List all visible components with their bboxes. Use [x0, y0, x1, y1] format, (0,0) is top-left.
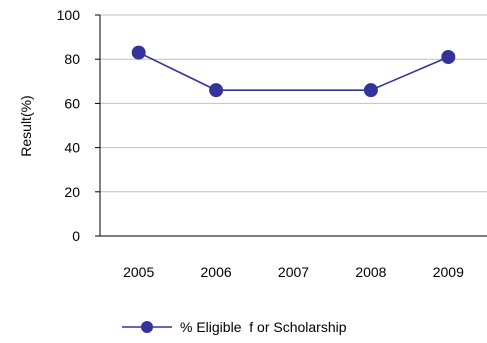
data-point-2006: [209, 83, 224, 98]
y-tick-label: 0: [72, 228, 80, 244]
data-point-2008: [363, 83, 378, 98]
x-tick-labels: 2005 2006 2007 2008 2009: [123, 264, 464, 280]
data-point-2009: [441, 49, 456, 64]
y-tick-label: 40: [64, 140, 80, 156]
y-tick-label: 80: [64, 51, 80, 67]
x-tick-label: 2008: [355, 264, 386, 280]
x-tick-label: 2005: [123, 264, 154, 280]
legend-label: % Eligible f or Scholarship: [180, 319, 347, 335]
data-point-2005: [131, 45, 146, 60]
y-axis-label: Result(%): [18, 95, 34, 156]
legend-marker-swatch: [141, 321, 153, 333]
x-tick-label: 2009: [433, 264, 464, 280]
series-layer: [131, 45, 456, 98]
y-tick-label: 20: [64, 184, 80, 200]
y-tick-label: 100: [57, 7, 81, 23]
y-tick-label: 60: [64, 95, 80, 111]
x-tick-label: 2007: [278, 264, 309, 280]
series-line: [138, 51, 449, 91]
legend: % Eligible f or Scholarship: [122, 319, 347, 335]
gridlines: [100, 14, 487, 193]
y-tick-labels: 0 20 40 60 80 100: [57, 7, 81, 244]
x-tick-label: 2006: [201, 264, 232, 280]
axes: [95, 14, 487, 237]
